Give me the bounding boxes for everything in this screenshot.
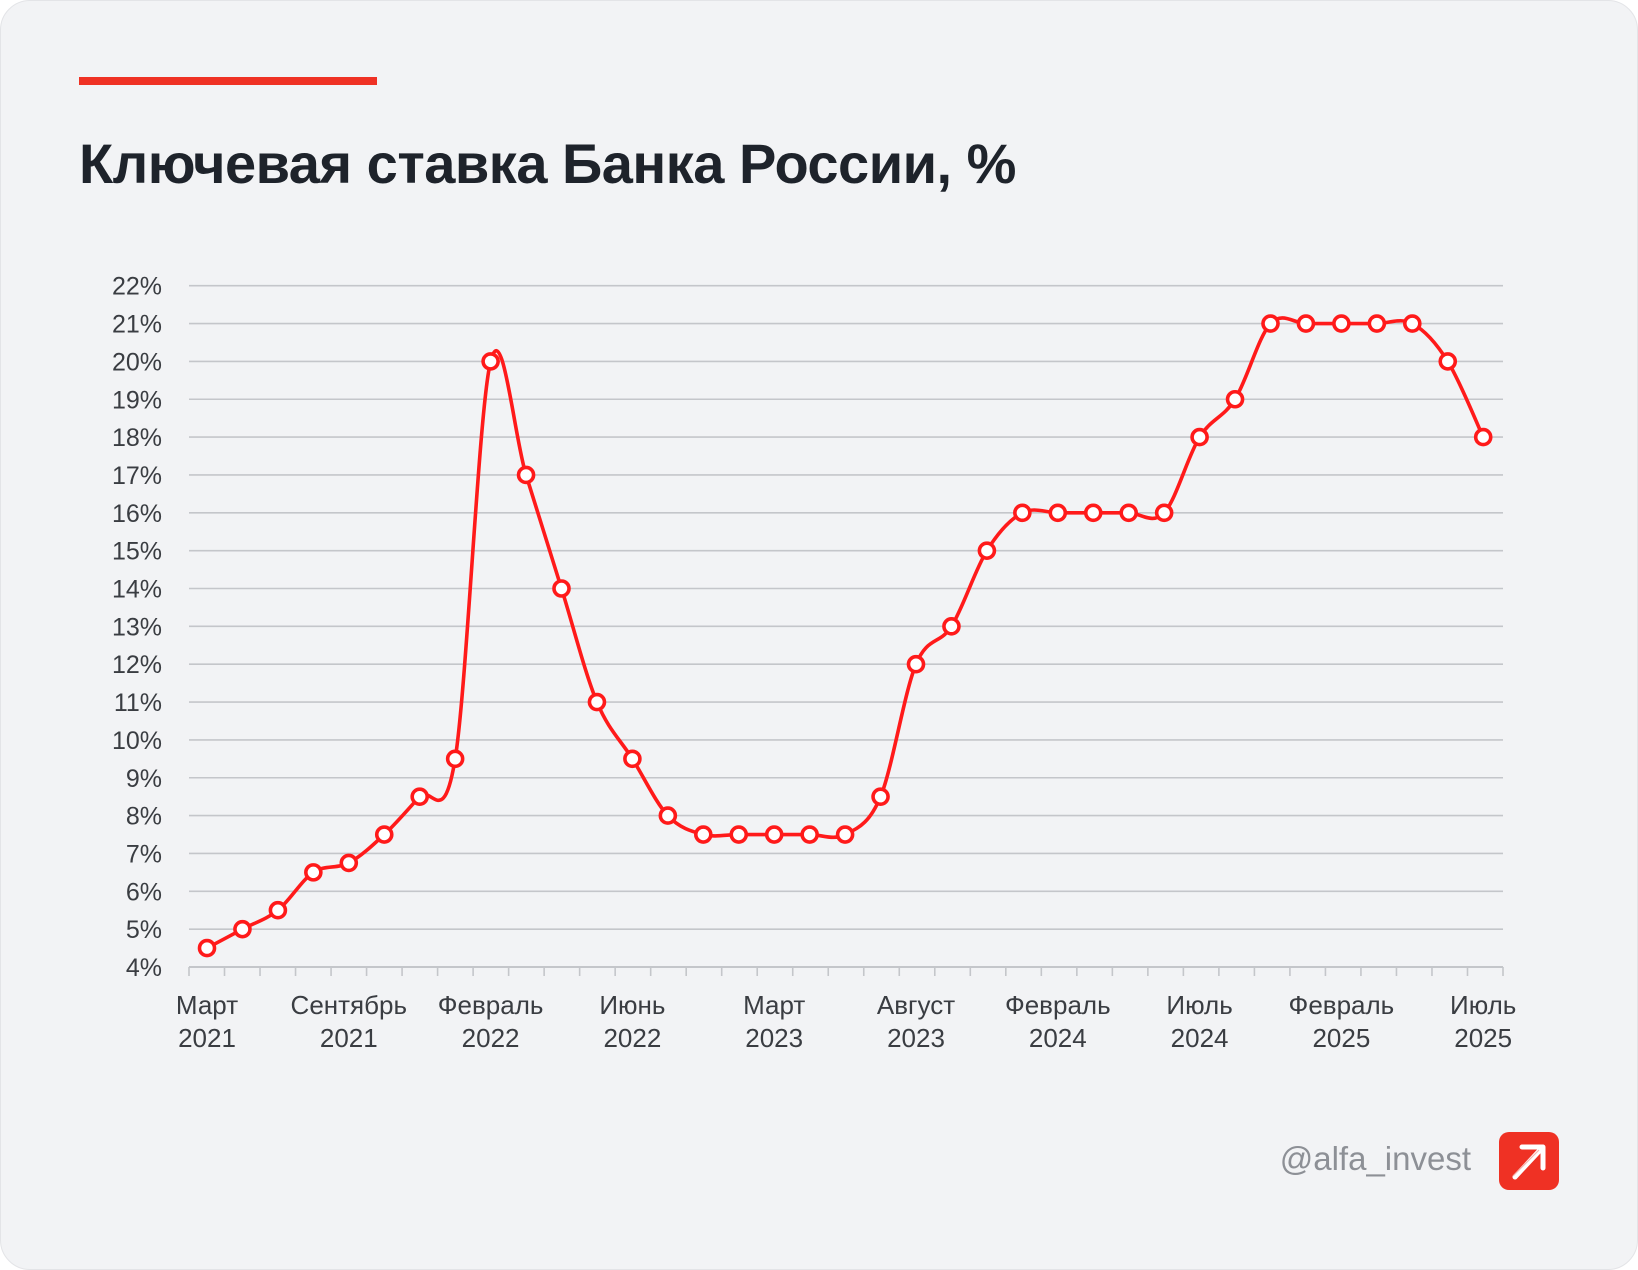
data-point: [268, 900, 288, 920]
data-point: [1190, 427, 1209, 447]
data-point: [693, 825, 713, 844]
alfa-logo-icon: [1499, 1132, 1559, 1190]
x-tick-label-month: Сентябрь: [291, 990, 407, 1020]
x-tick-label-month: Март: [176, 990, 238, 1020]
data-point: [977, 541, 997, 560]
y-tick-label: 22%: [112, 273, 162, 301]
data-point: [1403, 314, 1422, 333]
data-point: [1296, 314, 1316, 333]
x-tick-label-year: 2021: [178, 1023, 236, 1053]
y-tick-label: 18%: [112, 424, 162, 452]
x-tick-label-year: 2022: [462, 1023, 520, 1053]
data-point: [1261, 314, 1280, 333]
y-tick-label: 12%: [112, 651, 162, 679]
x-tick-label-year: 2021: [320, 1023, 378, 1053]
data-point: [729, 825, 749, 844]
x-axis: Март2021Сентябрь2021Февраль2022Июнь2022М…: [176, 966, 1516, 1053]
grid-lines: [189, 284, 1503, 930]
data-point: [835, 825, 855, 844]
data-point: [658, 806, 678, 825]
data-point: [623, 749, 642, 769]
x-tick-label-year: 2024: [1029, 1023, 1087, 1053]
data-point: [1154, 503, 1174, 523]
data-point: [1367, 314, 1387, 333]
data-point: [800, 825, 819, 844]
x-tick-label-year: 2022: [603, 1023, 661, 1053]
data-points: [197, 314, 1493, 958]
data-point: [197, 938, 217, 958]
y-tick-label: 11%: [114, 689, 162, 717]
y-tick-label: 8%: [126, 803, 162, 831]
data-point: [1438, 352, 1458, 371]
x-tick-label-month: Февраль: [1005, 990, 1111, 1020]
x-tick-label-month: Июль: [1166, 990, 1232, 1020]
y-tick-label: 19%: [112, 386, 162, 414]
x-tick-label-year: 2025: [1312, 1023, 1370, 1053]
data-point: [481, 352, 500, 371]
x-tick-label-year: 2023: [887, 1023, 945, 1053]
y-tick-label: 20%: [112, 348, 162, 376]
x-tick-label-month: Февраль: [438, 990, 544, 1020]
chart-title: Ключевая ставка Банка России, %: [79, 132, 1016, 195]
data-point: [1473, 427, 1493, 447]
data-point: [942, 617, 961, 636]
author-handle: @alfa_invest: [1279, 1140, 1471, 1177]
data-point: [764, 825, 784, 844]
data-point: [339, 853, 359, 873]
data-point: [233, 919, 252, 939]
data-point: [1119, 503, 1138, 523]
data-point: [304, 863, 323, 882]
data-point: [552, 579, 571, 598]
data-point: [587, 692, 607, 712]
y-tick-label: 14%: [112, 576, 162, 604]
data-point: [906, 654, 926, 674]
y-tick-label: 9%: [126, 765, 162, 793]
data-point: [410, 787, 430, 806]
x-tick-label-year: 2024: [1171, 1023, 1229, 1053]
y-tick-label: 10%: [112, 727, 162, 755]
y-tick-label: 13%: [112, 613, 162, 641]
data-point: [445, 749, 465, 769]
data-point: [374, 825, 394, 844]
data-point: [1013, 503, 1032, 523]
data-point: [516, 465, 536, 485]
y-axis-tick-labels: 4% 5% 6% 7% 8% 9% 10% 11% 12% 13% 14% 15% 16% 17% 18% 1…: [112, 273, 162, 982]
x-tick-label-year: 2023: [745, 1023, 803, 1053]
arrow-up-right-icon: [1512, 1144, 1546, 1180]
y-tick-label: 16%: [112, 500, 162, 528]
x-tick-label-month: Июнь: [599, 990, 665, 1020]
data-point: [871, 787, 890, 806]
y-tick-label: 21%: [112, 311, 162, 339]
data-point: [1225, 389, 1245, 409]
y-tick-label: 6%: [126, 878, 162, 906]
data-point: [1332, 314, 1351, 333]
x-tick-label-month: Март: [743, 990, 805, 1020]
y-tick-label: 15%: [112, 538, 162, 566]
x-tick-label-year: 2025: [1454, 1023, 1512, 1053]
x-tick-label-month: Август: [877, 990, 955, 1020]
line-chart: 4% 5% 6% 7% 8% 9% 10% 11% 12% 13% 14% 15% 16% 17% 18% 1…: [112, 273, 1516, 1053]
y-tick-label: 4%: [126, 954, 162, 982]
accent-bar: [79, 77, 377, 85]
x-tick-label-month: Июль: [1450, 990, 1516, 1020]
data-point: [1048, 503, 1068, 523]
data-point: [1083, 503, 1103, 523]
y-tick-label: 5%: [126, 916, 162, 944]
y-tick-label: 17%: [112, 462, 162, 490]
y-tick-label: 7%: [126, 840, 162, 868]
x-tick-label-month: Февраль: [1289, 990, 1395, 1020]
